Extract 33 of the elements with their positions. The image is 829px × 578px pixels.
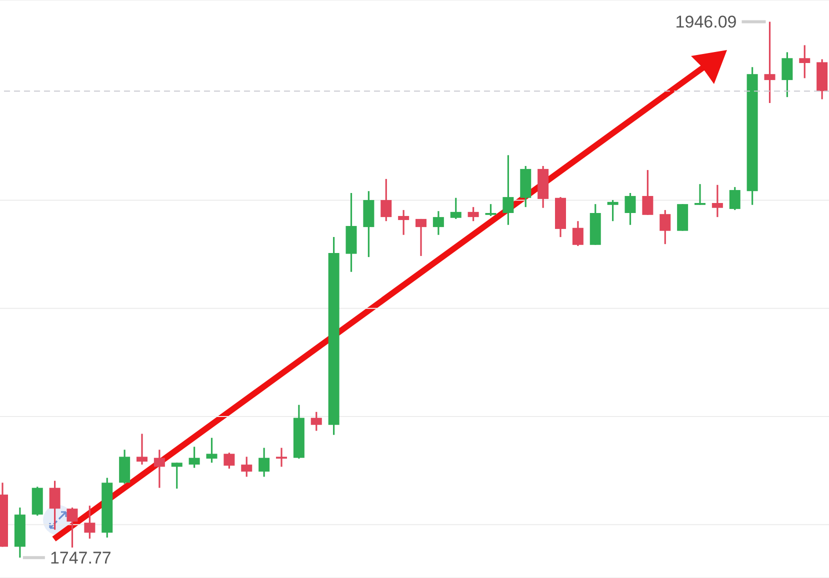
candlestick — [49, 480, 60, 531]
candlestick — [432, 210, 444, 236]
candlestick — [206, 437, 218, 464]
candlestick — [607, 199, 618, 222]
candlestick — [84, 504, 96, 540]
candlestick — [450, 197, 462, 220]
candlestick — [660, 209, 671, 245]
candlestick — [188, 446, 200, 469]
candlestick — [764, 20, 776, 104]
candlestick — [729, 186, 740, 211]
candlestick — [642, 169, 654, 216]
candlestick — [136, 432, 148, 466]
annotation: 1946.09 — [675, 12, 737, 32]
candlestick — [782, 51, 793, 98]
candlestick — [380, 178, 392, 222]
candlestick — [799, 44, 810, 79]
candlestick — [468, 206, 479, 222]
candlestick — [66, 506, 78, 548]
candlestick — [694, 183, 706, 206]
candlestick — [258, 447, 270, 478]
candlestick — [712, 184, 723, 218]
annotation: 1747.77 — [50, 548, 112, 568]
candlestick — [572, 220, 584, 247]
candlestick — [502, 154, 514, 226]
candlestick — [241, 456, 252, 478]
candlestick — [416, 218, 426, 257]
candlestick — [171, 462, 182, 490]
candlestick — [624, 192, 636, 226]
candlestick — [485, 203, 496, 217]
candlestick — [310, 411, 322, 432]
candlestick — [398, 209, 410, 236]
candlestick — [154, 448, 165, 489]
candlestick — [224, 452, 235, 470]
